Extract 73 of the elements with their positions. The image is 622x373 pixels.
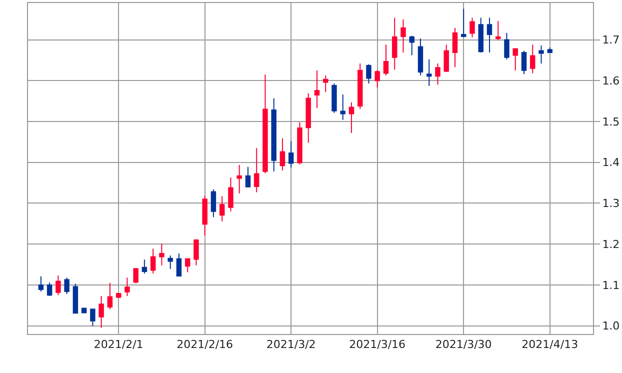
x-tick-label: 2021/3/30: [435, 338, 492, 352]
candlestick: [461, 8, 466, 38]
candlestick: [314, 70, 320, 109]
y-tick-label: 1.7: [602, 34, 620, 47]
candlestick: [194, 238, 199, 266]
candlestick: [452, 27, 458, 68]
candlestick: [38, 276, 44, 292]
candlestick: [374, 70, 380, 88]
candlestick: [133, 268, 138, 284]
candlestick: [322, 74, 328, 93]
candlestick: [297, 122, 302, 165]
y-tick-label: 1.6: [602, 74, 620, 88]
candlestick: [521, 50, 527, 75]
candlestick: [81, 308, 87, 314]
candlestick: [124, 277, 130, 296]
candlestick: [504, 32, 510, 60]
candlestick: [98, 296, 104, 328]
candlestick: [486, 17, 492, 53]
candlestick: [426, 58, 432, 86]
candlestick: [219, 196, 225, 222]
candlestick: [392, 17, 398, 70]
candlestick: [418, 38, 424, 76]
y-tick-label: 1.0: [602, 320, 620, 333]
candlestick: [340, 94, 346, 120]
candlestick: [228, 176, 234, 212]
candlestick: [496, 20, 501, 41]
candlestick: [288, 140, 294, 168]
candlestick: [357, 62, 363, 110]
x-tick-label: 2021/3/2: [266, 338, 316, 352]
candlestick: [236, 164, 242, 194]
candlestick: [444, 44, 449, 73]
candlestick: [530, 44, 536, 74]
candlestick: [400, 18, 406, 53]
candlestick: [383, 44, 389, 76]
candlestick: [547, 47, 552, 53]
candlestick: [56, 275, 61, 296]
candlestick: [150, 248, 156, 274]
candlestick: [538, 45, 544, 64]
candlestick: [184, 258, 190, 273]
y-tick-label: 1.3: [602, 197, 620, 210]
candlestick: [478, 17, 484, 53]
candlestick: [306, 92, 311, 144]
candlestick: [159, 243, 164, 266]
candlestick: [254, 148, 260, 193]
candlestick: [280, 138, 286, 172]
y-tick-label: 1.5: [602, 115, 620, 128]
candlestick: [245, 166, 251, 188]
candlestick: [64, 277, 70, 294]
candlestick: [409, 35, 414, 56]
candlestick: [366, 64, 372, 84]
candlestick: [512, 48, 518, 71]
candlestick: [72, 283, 78, 314]
candlestick: [210, 188, 216, 218]
y-tick-label: 1.1: [602, 278, 620, 292]
x-tick-label: 2021/3/16: [349, 338, 406, 352]
candlestick: [107, 282, 113, 310]
candlestick: [348, 102, 354, 134]
candlestick: [470, 17, 475, 38]
candlestick: [271, 98, 276, 172]
candlestick: [142, 259, 148, 274]
candlestick: [332, 83, 337, 114]
y-tick-label: 1.2: [602, 238, 620, 251]
candlestick: [202, 195, 208, 236]
candlestick: [46, 282, 52, 296]
y-tick-label: 1.4: [602, 156, 620, 170]
candlestick: [262, 74, 268, 174]
candlestick: [90, 308, 96, 326]
candlestick: [168, 255, 173, 270]
candlestick: [176, 253, 182, 276]
x-tick-label: 2021/4/13: [522, 338, 578, 352]
x-tick-label: 2021/2/16: [176, 338, 234, 352]
candlestick: [435, 62, 440, 86]
x-tick-label: 2021/2/1: [94, 338, 144, 352]
